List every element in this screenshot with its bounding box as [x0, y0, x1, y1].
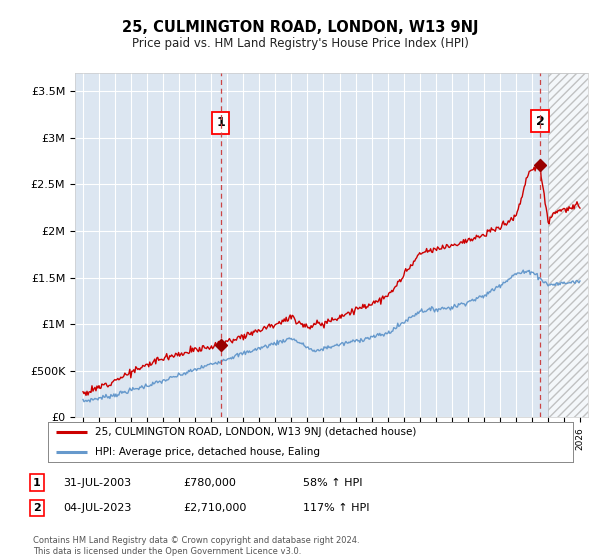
Text: 2: 2	[33, 503, 41, 513]
Bar	[548, 73, 588, 417]
Bar	[548, 73, 588, 417]
Text: HPI: Average price, detached house, Ealing: HPI: Average price, detached house, Eali…	[95, 447, 320, 457]
Text: 04-JUL-2023: 04-JUL-2023	[63, 503, 131, 513]
Text: £780,000: £780,000	[183, 478, 236, 488]
Text: 25, CULMINGTON ROAD, LONDON, W13 9NJ (detached house): 25, CULMINGTON ROAD, LONDON, W13 9NJ (de…	[95, 427, 416, 437]
Text: 117% ↑ HPI: 117% ↑ HPI	[303, 503, 370, 513]
Text: 1: 1	[33, 478, 41, 488]
Text: Contains HM Land Registry data © Crown copyright and database right 2024.
This d: Contains HM Land Registry data © Crown c…	[33, 536, 359, 556]
Text: 31-JUL-2003: 31-JUL-2003	[63, 478, 131, 488]
Text: 1: 1	[216, 116, 225, 129]
Text: 2: 2	[536, 114, 544, 128]
Text: 58% ↑ HPI: 58% ↑ HPI	[303, 478, 362, 488]
Text: Price paid vs. HM Land Registry's House Price Index (HPI): Price paid vs. HM Land Registry's House …	[131, 37, 469, 50]
Bar	[548, 73, 588, 417]
Text: 25, CULMINGTON ROAD, LONDON, W13 9NJ: 25, CULMINGTON ROAD, LONDON, W13 9NJ	[122, 20, 478, 35]
Text: £2,710,000: £2,710,000	[183, 503, 247, 513]
